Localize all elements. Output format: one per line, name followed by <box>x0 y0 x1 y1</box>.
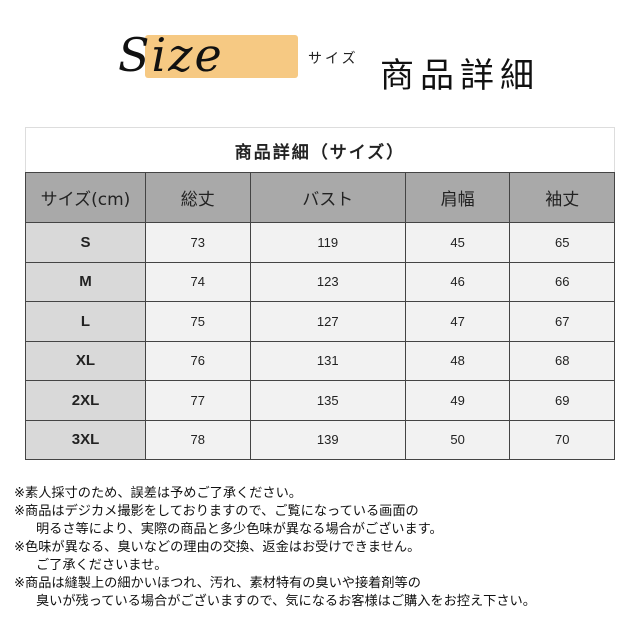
table-row: 2XL 77 135 49 69 <box>25 380 615 421</box>
measurement-cell: 70 <box>509 419 615 460</box>
size-label: 2XL <box>25 380 146 421</box>
measurement-cell: 78 <box>145 419 251 460</box>
table-row: L 75 127 47 67 <box>25 301 615 342</box>
page-title: 商品詳細 <box>380 56 540 96</box>
table-row: XL 76 131 48 68 <box>25 340 615 381</box>
size-label: 3XL <box>25 419 146 460</box>
size-label: L <box>25 301 146 342</box>
note-line: ※商品はデジカメ撮影をしておりますので、ご覧になっている画面の <box>14 504 419 519</box>
header-size: サイズ(cm) <box>25 172 146 223</box>
measurement-cell: 139 <box>249 419 406 460</box>
size-kana: サイズ <box>308 51 359 67</box>
measurement-cell: 73 <box>145 222 251 263</box>
table-row: M 74 123 46 66 <box>25 261 615 302</box>
measurement-cell: 135 <box>249 380 406 421</box>
table-row: 3XL 78 139 50 70 <box>25 419 615 460</box>
measurement-cell: 76 <box>145 340 251 381</box>
measurement-cell: 127 <box>249 301 406 342</box>
note-line: ※色味が異なる、臭いなどの理由の交換、返金はお受けできません。 <box>14 540 421 555</box>
size-label: M <box>25 261 146 302</box>
measurement-cell: 45 <box>404 222 511 263</box>
header-bust: バスト <box>249 172 406 223</box>
table-caption: 商品詳細（サイズ） <box>25 127 615 173</box>
size-label: XL <box>25 340 146 381</box>
measurement-cell: 50 <box>404 419 511 460</box>
measurement-cell: 48 <box>404 340 511 381</box>
measurement-cell: 75 <box>145 301 251 342</box>
measurement-cell: 69 <box>509 380 615 421</box>
header-sleeve: 袖丈 <box>509 172 615 223</box>
logo-highlight <box>145 35 298 78</box>
note-line: 明るさ等により、実際の商品と多少色味が異なる場合がございます。 <box>36 522 443 537</box>
measurement-cell: 47 <box>404 301 511 342</box>
measurement-cell: 74 <box>145 261 251 302</box>
measurement-cell: 68 <box>509 340 615 381</box>
measurement-cell: 49 <box>404 380 511 421</box>
measurement-cell: 131 <box>249 340 406 381</box>
table-header-row: サイズ(cm) 総丈 バスト 肩幅 袖丈 <box>25 172 615 223</box>
measurement-cell: 67 <box>509 301 615 342</box>
size-label: S <box>25 222 146 263</box>
header-shoulder: 肩幅 <box>404 172 511 223</box>
measurement-cell: 123 <box>249 261 406 302</box>
size-table: 商品詳細（サイズ） サイズ(cm) 総丈 バスト 肩幅 袖丈 S 73 119 45 6… <box>25 127 615 460</box>
note-line: ご了承くださいませ。 <box>36 558 168 573</box>
size-logo: Size <box>118 28 224 82</box>
measurement-cell: 65 <box>509 222 615 263</box>
table-row: S 73 119 45 65 <box>25 222 615 263</box>
measurement-cell: 66 <box>509 261 615 302</box>
header-length: 総丈 <box>145 172 251 223</box>
notes: ※素人採寸のため、誤差は予めご了承ください。 ※商品はデジカメ撮影をしております… <box>14 485 536 611</box>
measurement-cell: 77 <box>145 380 251 421</box>
measurement-cell: 119 <box>249 222 406 263</box>
note-line: ※素人採寸のため、誤差は予めご了承ください。 <box>14 486 302 501</box>
measurement-cell: 46 <box>404 261 511 302</box>
note-line: 臭いが残っている場合がございますので、気になるお客様はご購入をお控え下さい。 <box>36 594 536 609</box>
note-line: ※商品は縫製上の細かいほつれ、汚れ、素材特有の臭いや接着剤等の <box>14 576 421 591</box>
